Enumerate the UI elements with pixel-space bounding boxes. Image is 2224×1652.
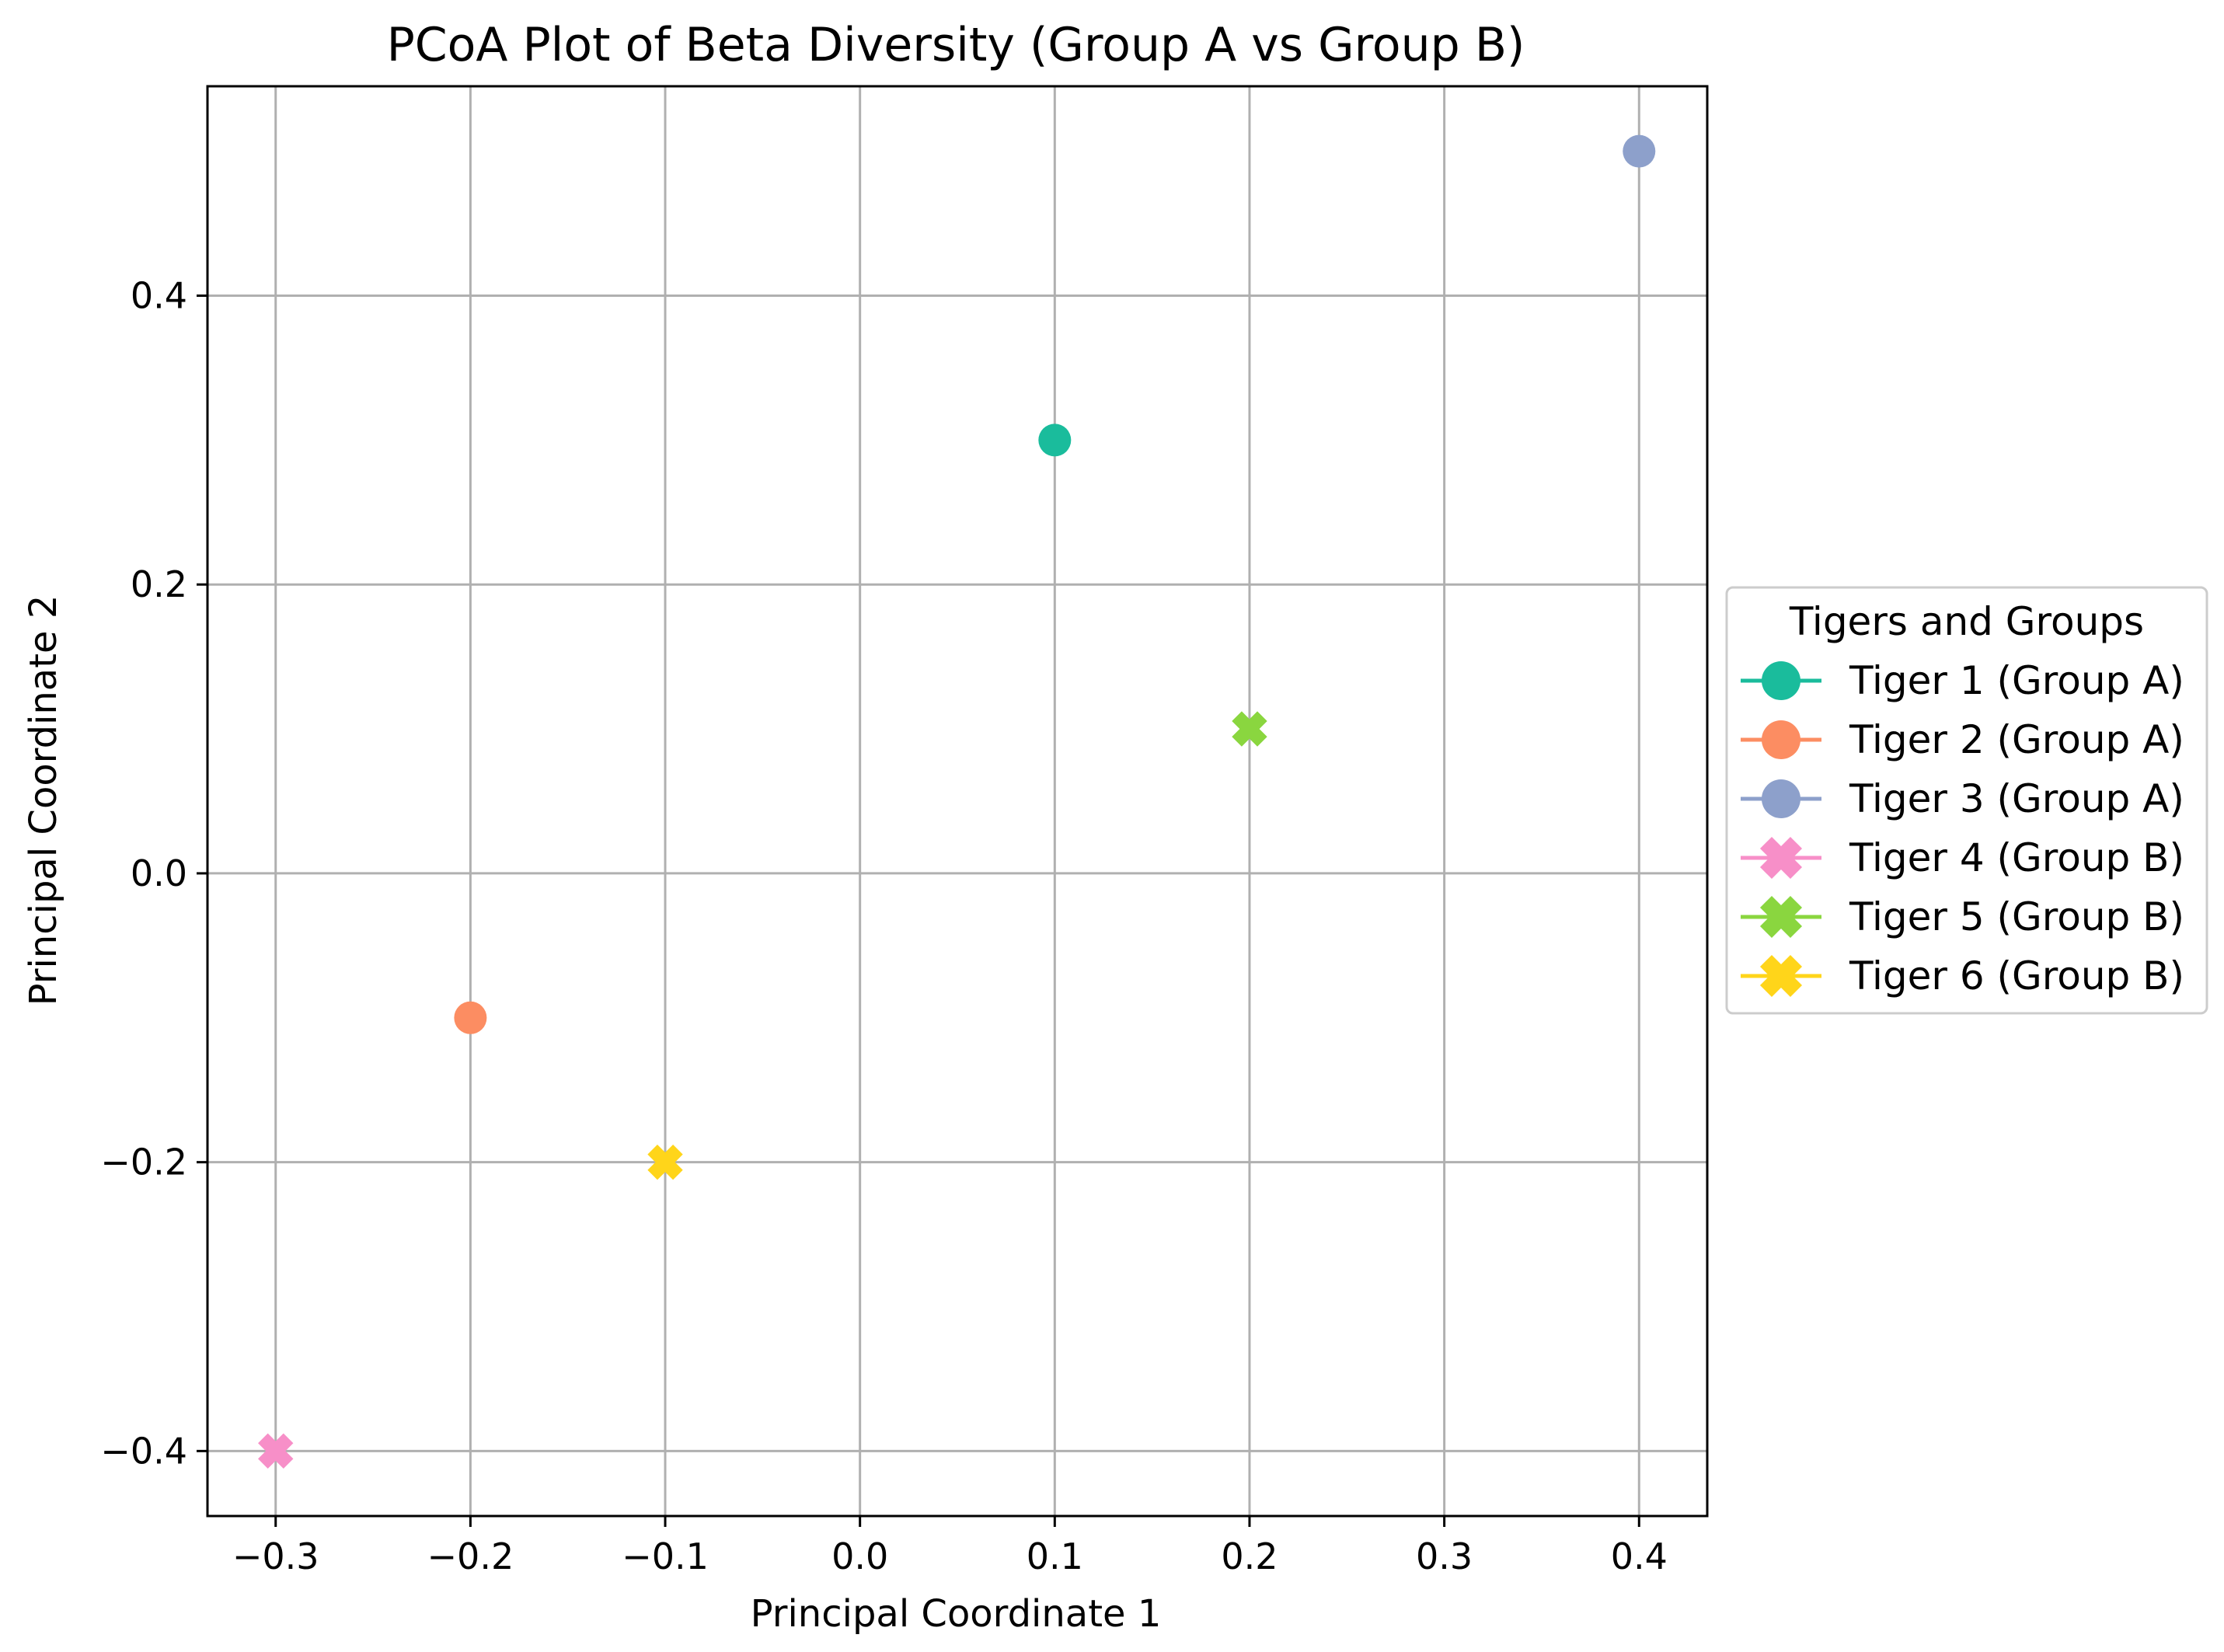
legend-label: Tiger 1 (Group A) [1849, 658, 2184, 703]
data-point-tiger-5 [1232, 711, 1267, 747]
legend-marker [1759, 954, 1803, 998]
legend-label: Tiger 5 (Group B) [1849, 894, 2184, 939]
legend-entry: Tiger 5 (Group B) [1741, 894, 2184, 939]
legend-label: Tiger 3 (Group A) [1849, 776, 2184, 821]
data-point-tiger-1 [1038, 423, 1072, 457]
y-tick-label: 0.2 [131, 563, 187, 605]
data-point-tiger-4 [258, 1433, 294, 1469]
x-tick-label: 0.1 [1027, 1535, 1083, 1577]
y-tick-label: 0.4 [131, 274, 187, 316]
legend-marker [1759, 836, 1803, 880]
legend-marker [1759, 895, 1803, 939]
legend-entry: Tiger 6 (Group B) [1741, 953, 2184, 999]
y-tick-label: −0.2 [100, 1141, 187, 1183]
legend-entry: Tiger 4 (Group B) [1741, 835, 2184, 880]
legend-entry: Tiger 1 (Group A) [1741, 658, 2184, 703]
data-point-tiger-3 [1623, 134, 1656, 168]
legend: Tigers and Groups Tiger 1 (Group A)Tiger… [1725, 586, 2208, 1015]
legend-label: Tiger 6 (Group B) [1849, 953, 2184, 999]
y-tick-label: −0.4 [100, 1430, 187, 1472]
data-points [258, 134, 1656, 1469]
legend-marker [1762, 661, 1800, 700]
legend-label: Tiger 4 (Group B) [1849, 835, 2184, 880]
legend-entry: Tiger 3 (Group A) [1741, 776, 2184, 821]
data-point-tiger-6 [647, 1144, 683, 1180]
x-tick-label: 0.3 [1416, 1535, 1473, 1577]
legend-marker [1762, 779, 1800, 818]
legend-label: Tiger 2 (Group A) [1849, 717, 2184, 762]
chart-title: PCoA Plot of Beta Diversity (Group A vs … [387, 18, 1525, 72]
x-tick-label: 0.2 [1221, 1535, 1278, 1577]
x-tick-label: −0.2 [427, 1535, 514, 1577]
legend-title: Tigers and Groups [1789, 599, 2144, 644]
x-tick-label: 0.0 [831, 1535, 888, 1577]
axis-ticks: −0.3 −0.2 −0.1 0.0 0.1 0.2 0.3 0.4 −0.4 −0.2 0.0 0.… [100, 274, 1668, 1577]
y-tick-label: 0.0 [131, 852, 187, 894]
plot-area [206, 85, 1709, 1518]
y-axis-label: Principal Coordinate 2 [22, 595, 65, 1006]
data-point-tiger-2 [454, 1001, 487, 1034]
legend-entry: Tiger 2 (Group A) [1741, 717, 2184, 762]
x-axis-label: Principal Coordinate 1 [751, 1592, 1162, 1636]
legend-entries: Tiger 1 (Group A) Tiger 2 (Group A) Tiger … [1741, 658, 2184, 999]
x-tick-label: −0.3 [232, 1535, 319, 1577]
x-tick-label: −0.1 [622, 1535, 709, 1577]
legend-marker [1762, 720, 1800, 759]
legend-box [1725, 586, 2208, 1015]
grid [207, 86, 1707, 1516]
x-tick-label: 0.4 [1611, 1535, 1668, 1577]
